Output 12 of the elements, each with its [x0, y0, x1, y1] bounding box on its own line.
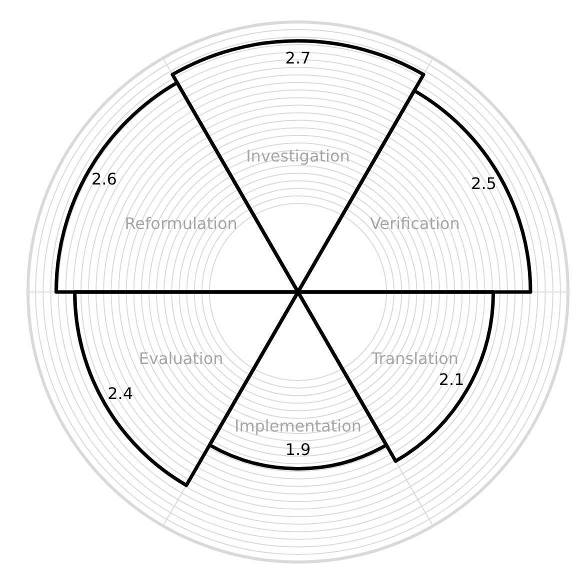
data-label: 2.7 [285, 48, 311, 68]
data-label: 2.6 [91, 169, 117, 188]
data-label: 2.5 [471, 174, 496, 194]
category-label: Reformulation [124, 214, 238, 233]
category-label: Translation [370, 348, 459, 368]
category-label: Implementation [234, 416, 362, 436]
category-label: Evaluation [138, 348, 224, 368]
data-label: 2.4 [108, 384, 134, 403]
data-label: 1.9 [285, 440, 311, 460]
category-label: Investigation [246, 146, 350, 166]
data-label: 2.1 [438, 370, 464, 390]
category-label: Verification [370, 214, 460, 233]
